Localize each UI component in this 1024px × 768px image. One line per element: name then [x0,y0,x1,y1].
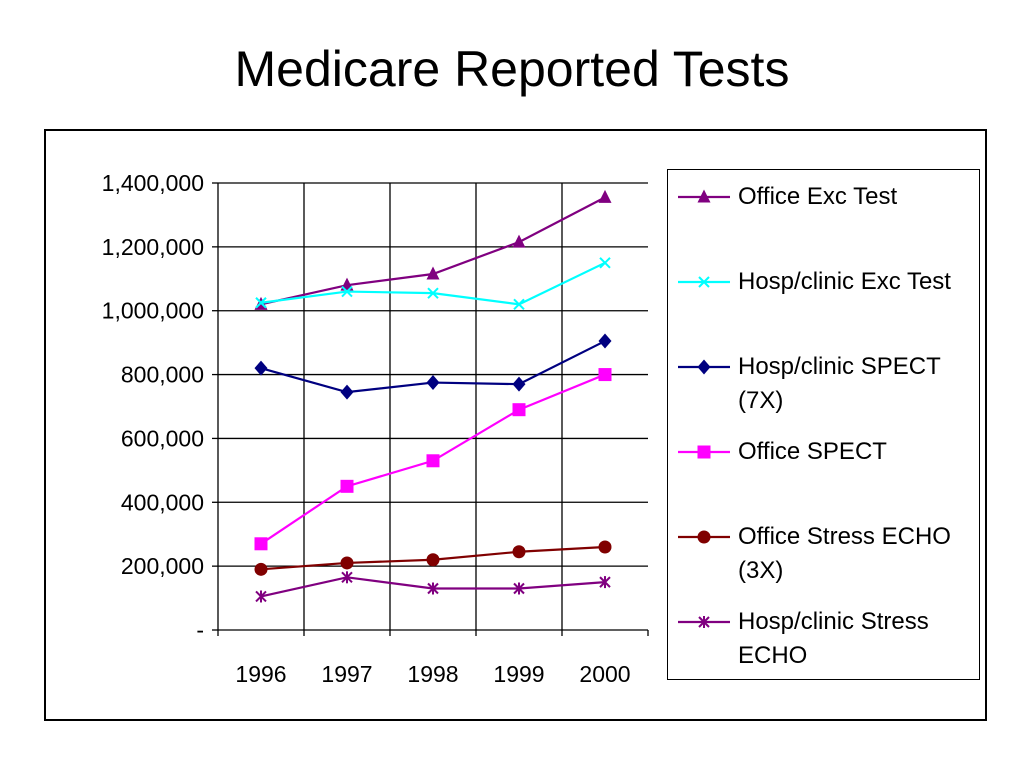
y-tick-label: 200,000 [121,553,204,579]
series-hosp-clinic-exc-test [255,257,611,311]
point-marker [512,234,526,248]
point-marker [427,287,439,299]
series-hosp-clinic-stress-echo [255,571,611,603]
point-marker [254,537,268,551]
y-tick-label: 1,400,000 [102,170,204,196]
point-marker [599,576,611,589]
point-marker [255,590,267,603]
x-tick-label: 1996 [235,661,286,687]
point-marker [697,359,711,375]
series-hosp-clinic-spect-7x [254,333,612,400]
point-marker [340,556,354,570]
y-tick-label: 800,000 [121,362,204,388]
point-marker [512,403,526,417]
point-marker [697,530,711,544]
x-tick-label: 1999 [493,661,544,687]
legend-swatch [678,616,730,628]
point-marker [426,266,440,280]
series-office-stress-echo-3x [254,540,612,576]
point-marker [598,333,612,349]
legend-label: Hosp/clinic SPECT (7X) [738,353,941,414]
point-marker [254,562,268,576]
legend-swatch [678,530,730,544]
point-marker [254,360,268,376]
y-tick-label: 1,000,000 [102,298,204,324]
legend-label: Hosp/clinic Stress ECHO [738,608,929,669]
series-office-spect [254,368,612,551]
legend-swatch [678,276,730,288]
y-tick-label: 1,200,000 [102,234,204,260]
point-marker [341,571,353,584]
point-marker [426,454,440,468]
legend-swatch [678,359,730,375]
point-marker [598,540,612,554]
y-tick-label: 600,000 [121,425,204,451]
point-marker [512,376,526,392]
y-tick-label: - [196,617,204,643]
point-marker [427,582,439,595]
y-tick-label: 400,000 [121,489,204,515]
point-marker [598,189,612,203]
x-tick-label: 1997 [321,661,372,687]
x-tick-label: 2000 [579,661,630,687]
point-marker [426,375,440,391]
chart-legend: Office Exc Test Hosp/clinic Exc Test Hos… [667,169,980,680]
point-marker [512,545,526,559]
point-marker [698,616,710,628]
legend-swatch [678,445,730,459]
point-marker [513,298,525,311]
point-marker [255,297,267,309]
legend-label: Office SPECT [738,438,887,465]
point-marker [513,582,525,595]
point-marker [341,285,353,298]
legend-label: Office Stress ECHO (3X) [738,523,951,584]
chart-frame: - 200,000 400,000 600,000 800,000 1,000,000 1,… [44,129,987,721]
x-tick-label: 1998 [407,661,458,687]
slide-title: Medicare Reported Tests [234,41,790,97]
legend-label: Office Exc Test [738,183,898,210]
line-chart: - 200,000 400,000 600,000 800,000 1,000,000 1,… [102,170,649,687]
legend-swatch [678,189,730,203]
point-marker [426,553,440,567]
point-marker [697,189,711,203]
point-marker [340,384,354,400]
point-marker [697,445,711,459]
point-marker [598,368,612,382]
point-marker [599,257,611,269]
point-marker [698,276,710,288]
legend-label: Hosp/clinic Exc Test [738,268,951,295]
point-marker [340,479,354,493]
